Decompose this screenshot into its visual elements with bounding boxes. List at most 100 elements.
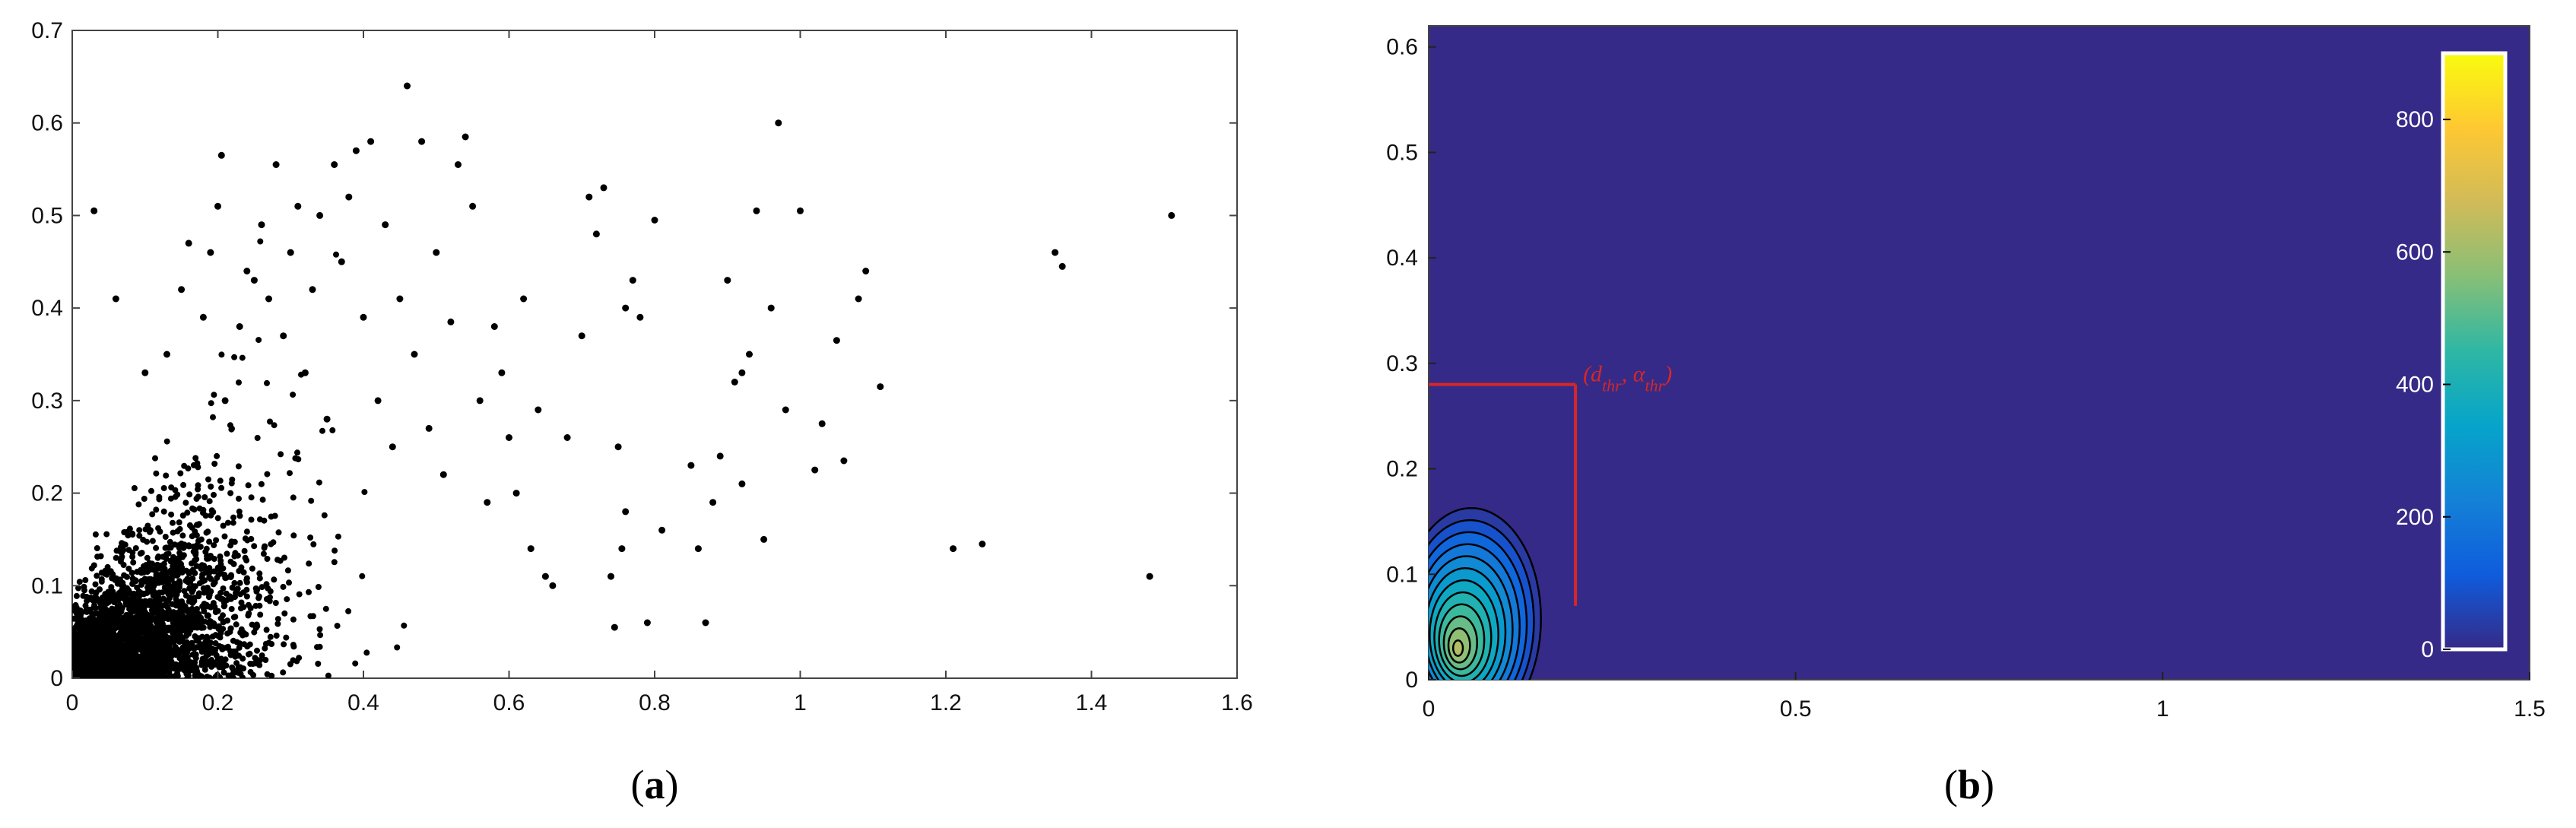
scatter-point	[112, 295, 119, 303]
scatter-point	[134, 584, 141, 591]
scatter-point	[950, 545, 957, 553]
scatter-point	[77, 607, 84, 614]
contour-level	[1451, 639, 1464, 657]
scatter-point	[111, 621, 118, 628]
scatter-point	[290, 392, 297, 398]
scatter-point	[136, 532, 143, 539]
scatter-point	[229, 584, 236, 591]
scatter-point	[72, 627, 77, 633]
scatter-point	[170, 620, 176, 627]
scatter-point	[182, 667, 188, 674]
scatter-point	[214, 515, 221, 522]
scatter-point	[760, 535, 768, 543]
scatter-point	[170, 519, 176, 526]
scatter-point	[333, 251, 339, 258]
scatter-point	[168, 557, 175, 564]
scatter-point	[273, 633, 280, 639]
scatter-point	[185, 465, 192, 472]
scatter-point	[433, 249, 440, 256]
scatter-point	[252, 585, 259, 592]
scatter-point	[220, 612, 226, 619]
scatter-point	[144, 566, 151, 572]
scatter-point	[237, 605, 244, 612]
scatter-point	[224, 643, 231, 650]
scatter-point	[184, 509, 191, 516]
scatter-point	[149, 538, 156, 544]
scatter-point	[138, 569, 144, 576]
scatter-point	[163, 472, 170, 479]
scatter-point	[168, 649, 174, 656]
scatter-point	[202, 512, 209, 519]
scatter-point	[202, 639, 209, 646]
scatter-point	[80, 643, 87, 650]
scatter-point	[232, 614, 239, 620]
scatter-point	[246, 651, 252, 658]
scatter-point	[331, 559, 338, 566]
scatter-point	[124, 612, 131, 619]
scatter-point	[746, 351, 753, 358]
colorbar-tick-label: 400	[2396, 373, 2434, 398]
y-tick-label: 0	[50, 666, 63, 691]
scatter-point	[301, 369, 309, 376]
scatter-point	[224, 617, 231, 624]
scatter-point	[114, 654, 121, 661]
scatter-point	[114, 671, 121, 677]
scatter-point	[125, 565, 132, 572]
scatter-point	[73, 592, 80, 599]
scatter-point	[724, 277, 731, 284]
scatter-point	[151, 665, 157, 671]
scatter-point	[329, 427, 336, 433]
scatter-point	[315, 661, 322, 667]
scatter-point	[82, 577, 89, 583]
scatter-point	[753, 207, 760, 214]
scatter-point	[142, 526, 149, 533]
scatter-point	[119, 630, 126, 637]
scatter-point	[217, 553, 224, 560]
scatter-point	[165, 591, 172, 598]
scatter-point	[208, 484, 214, 490]
y-tick-label: 0.2	[31, 481, 63, 506]
scatter-point	[191, 506, 198, 513]
scatter-point	[72, 670, 77, 677]
scatter-point	[203, 545, 210, 552]
x-tick-label: 0.8	[639, 690, 671, 715]
scatter-point	[197, 544, 204, 550]
scatter-point	[127, 598, 134, 604]
scatter-point	[103, 672, 110, 678]
scatter-point	[290, 532, 297, 539]
scatter-point	[169, 601, 176, 608]
x-tick-label-b: 0.5	[1780, 696, 1812, 722]
threshold-annotation: (dthr, αthr)	[1429, 362, 1672, 606]
scatter-point	[239, 354, 246, 361]
scatter-point	[176, 519, 182, 526]
scatter-point	[308, 497, 315, 504]
scatter-point	[374, 397, 382, 404]
scatter-point	[702, 619, 709, 627]
x-tick-label: 1.4	[1076, 690, 1108, 715]
scatter-point	[90, 207, 98, 214]
scatter-point	[618, 545, 626, 553]
scatter-point	[206, 565, 213, 571]
scatter-point	[214, 452, 220, 459]
scatter-point	[259, 652, 265, 659]
scatter-point	[138, 609, 145, 616]
scatter-point	[79, 655, 86, 662]
y-tick-label-b: 0.3	[1386, 351, 1418, 376]
scatter-point	[316, 626, 323, 633]
scatter-point	[877, 383, 884, 391]
scatter-point	[175, 609, 182, 616]
scatter-point	[189, 651, 196, 658]
scatter-point	[120, 665, 126, 672]
scatter-point	[267, 418, 273, 425]
scatter-point	[179, 656, 186, 663]
scatter-point	[189, 588, 195, 595]
scatter-point	[167, 672, 173, 678]
scatter-point	[144, 642, 151, 649]
y-tick-label-b: 0.5	[1386, 140, 1418, 165]
scatter-point	[439, 471, 447, 478]
scatter-point	[220, 585, 227, 592]
scatter-point	[72, 601, 79, 608]
scatter-point	[192, 455, 199, 462]
panel-a-plot-area	[71, 30, 1238, 679]
